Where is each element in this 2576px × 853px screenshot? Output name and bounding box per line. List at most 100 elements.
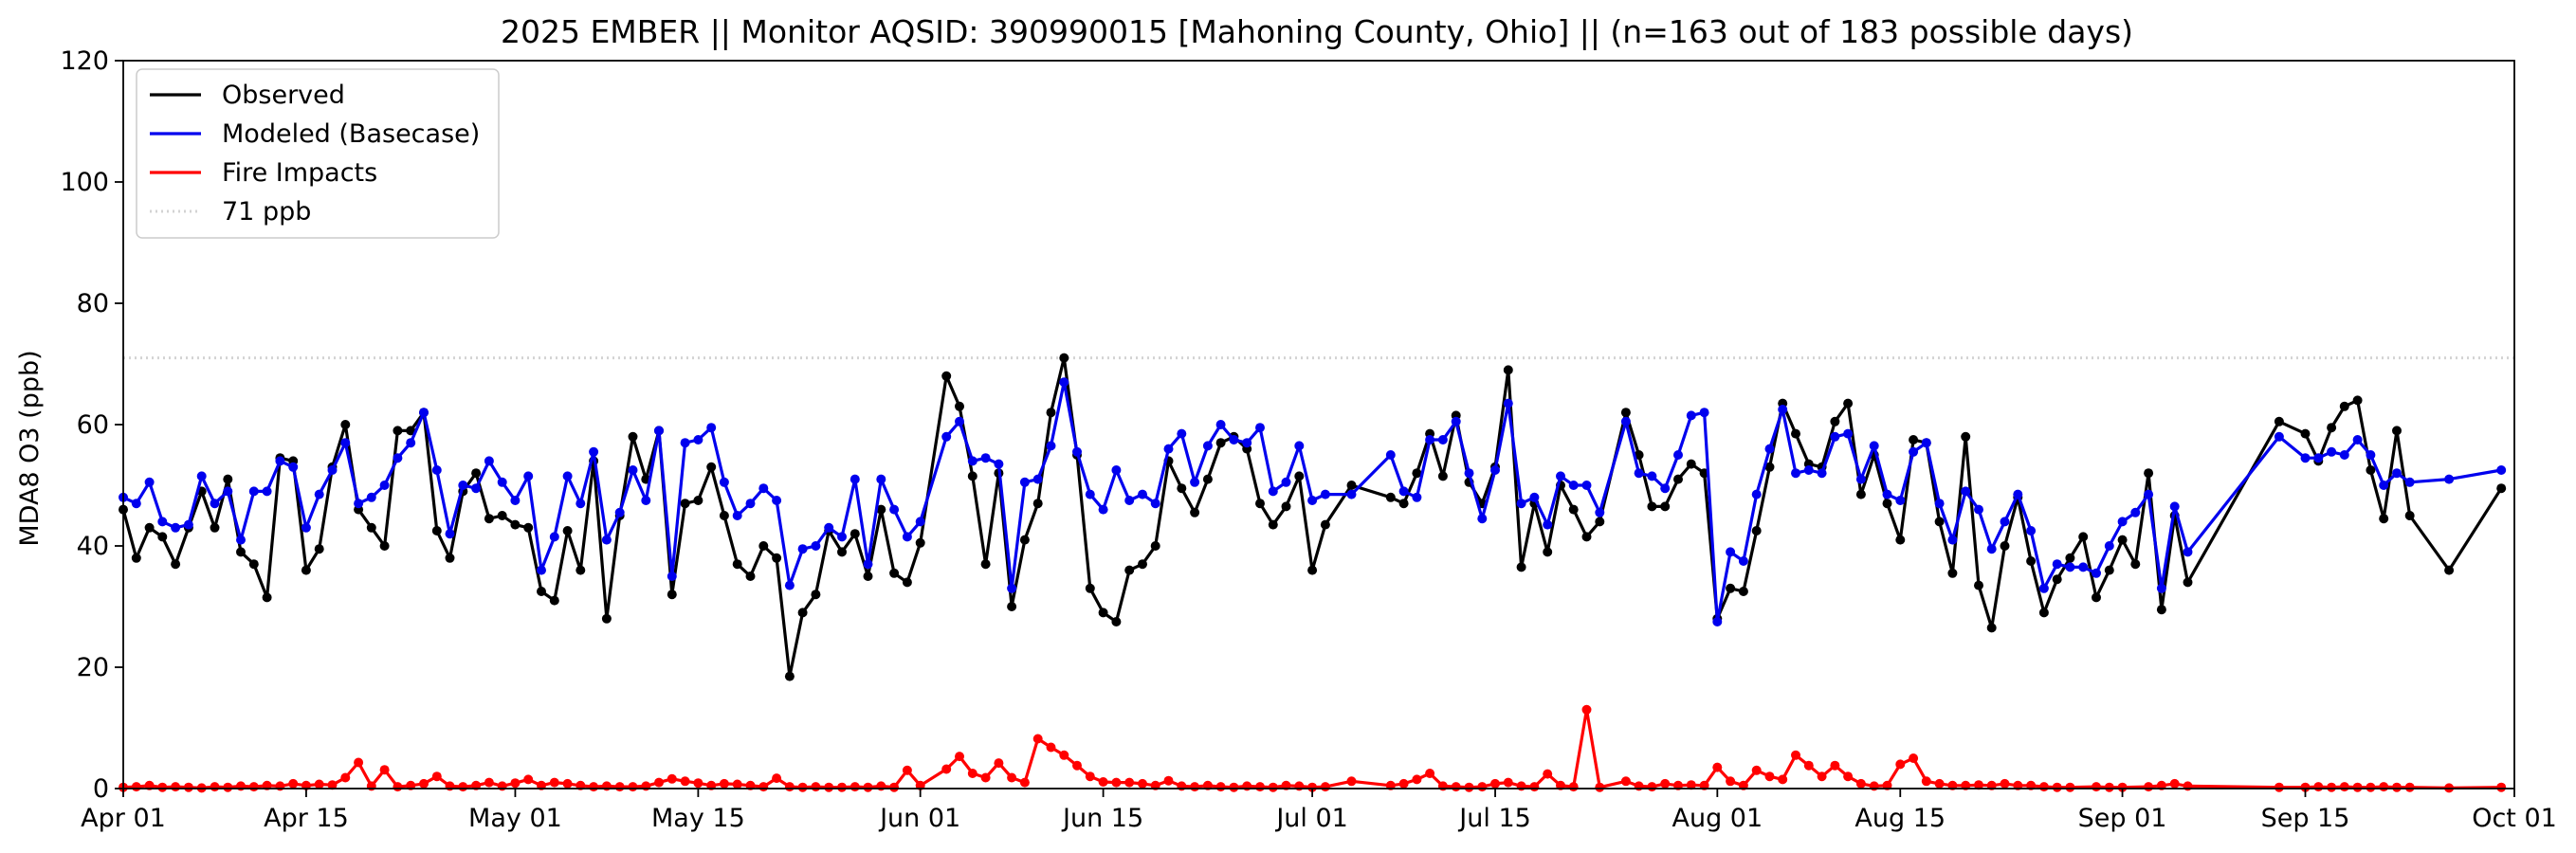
data-point-modeled-basecase (1111, 465, 1122, 475)
data-point-modeled-basecase (1647, 471, 1657, 481)
data-point-fire-impacts (614, 782, 625, 792)
data-point-modeled-basecase (2104, 541, 2114, 551)
data-point-observed (1398, 499, 1409, 509)
data-point-modeled-basecase (2000, 517, 2010, 527)
data-point-fire-impacts (1412, 774, 1422, 785)
x-tick-label: Aug 15 (1854, 804, 1946, 833)
data-point-observed (1190, 507, 1200, 517)
legend-frame (136, 68, 500, 239)
data-point-fire-impacts (1032, 734, 1043, 744)
data-point-modeled-basecase (693, 435, 703, 445)
data-point-modeled-basecase (889, 504, 900, 515)
data-point-fire-impacts (2327, 782, 2337, 792)
data-point-fire-impacts (1111, 777, 1122, 788)
data-point-fire-impacts (1921, 776, 1931, 787)
data-point-fire-impacts (2092, 782, 2101, 792)
data-point-modeled-basecase (1751, 489, 1762, 499)
data-point-fire-impacts (1764, 771, 1775, 782)
x-tick-label: Sep 15 (2261, 804, 2350, 833)
data-point-observed (1726, 583, 1736, 593)
data-point-modeled-basecase (1138, 489, 1147, 499)
data-point-observed (393, 426, 403, 436)
x-tick-label: Aug 01 (1672, 804, 1763, 833)
data-point-fire-impacts (1543, 769, 1553, 779)
data-point-fire-impacts (1855, 778, 1866, 789)
data-point-fire-impacts (2000, 778, 2010, 789)
data-point-modeled-basecase (1726, 547, 1736, 557)
data-point-observed (680, 499, 690, 509)
x-tick-label: May 15 (651, 804, 745, 833)
data-point-observed (1673, 474, 1683, 484)
data-point-observed (1124, 565, 1135, 575)
data-point-observed (1046, 408, 1056, 418)
data-point-observed (2156, 605, 2166, 615)
data-point-observed (772, 553, 782, 563)
x-tick-label: Jun 15 (1061, 804, 1143, 833)
data-point-observed (549, 595, 559, 606)
data-point-observed (1843, 398, 1854, 408)
data-point-observed (1019, 535, 1030, 545)
data-point-modeled-basecase (1620, 416, 1631, 426)
data-point-fire-impacts (523, 774, 534, 785)
data-point-observed (366, 522, 376, 533)
data-point-modeled-basecase (2052, 559, 2062, 570)
data-point-observed (1516, 562, 1526, 572)
data-point-modeled-basecase (1660, 483, 1671, 494)
x-tick-label: Sep 01 (2078, 804, 2167, 833)
data-point-fire-impacts (1163, 775, 1174, 786)
x-axis: Apr 01 Apr 15 May 01 May 15 Jun 01 Jun 15 Jul … (81, 789, 2557, 833)
data-point-observed (484, 514, 494, 524)
data-point-modeled-basecase (1568, 481, 1579, 490)
data-point-observed (967, 471, 977, 481)
data-point-fire-impacts (1490, 778, 1500, 789)
data-point-modeled-basecase (1229, 435, 1239, 445)
data-point-modeled-basecase (2092, 568, 2101, 578)
data-point-modeled-basecase (680, 438, 690, 448)
data-point-fire-impacts (1581, 704, 1592, 715)
data-point-modeled-basecase (1032, 474, 1043, 484)
data-point-observed (693, 496, 703, 505)
data-point-fire-impacts (758, 782, 769, 792)
data-point-observed (471, 468, 482, 479)
data-point-fire-impacts (171, 782, 181, 792)
data-point-modeled-basecase (210, 499, 220, 509)
data-point-observed (2379, 514, 2389, 524)
data-point-observed (1437, 471, 1448, 481)
data-point-modeled-basecase (419, 408, 429, 418)
data-point-observed (902, 577, 912, 588)
data-point-fire-impacts (1398, 778, 1409, 789)
data-point-fire-impacts (484, 777, 494, 788)
data-point-fire-impacts (889, 782, 900, 792)
data-point-fire-impacts (157, 782, 168, 792)
data-point-observed (1215, 438, 1226, 448)
data-point-modeled-basecase (994, 459, 1004, 469)
data-point-modeled-basecase (1412, 492, 1422, 502)
data-point-observed (1281, 501, 1291, 512)
data-point-fire-impacts (667, 773, 677, 784)
data-point-observed (2444, 565, 2455, 575)
data-point-modeled-basecase (1791, 468, 1800, 479)
data-point-observed (1007, 602, 1017, 611)
data-point-modeled-basecase (1764, 444, 1775, 454)
data-point-observed (1738, 587, 1748, 596)
data-point-fire-impacts (1568, 782, 1579, 792)
data-point-fire-impacts (654, 777, 664, 788)
data-point-observed (2144, 468, 2154, 479)
data-point-fire-impacts (824, 782, 834, 792)
data-point-observed (1855, 489, 1866, 499)
data-point-modeled-basecase (1242, 438, 1252, 448)
data-point-fire-impacts (994, 758, 1004, 769)
data-point-fire-impacts (1190, 782, 1200, 792)
data-point-fire-impacts (902, 765, 912, 775)
data-point-observed (941, 371, 952, 381)
data-point-fire-impacts (1425, 769, 1435, 778)
data-point-fire-impacts (1255, 782, 1265, 792)
data-point-observed (2104, 565, 2114, 575)
data-point-modeled-basecase (562, 471, 573, 481)
data-point-fire-impacts (1307, 782, 1318, 792)
data-point-observed (301, 565, 311, 575)
data-point-modeled-basecase (1738, 556, 1748, 566)
data-point-modeled-basecase (1490, 465, 1500, 475)
data-point-modeled-basecase (811, 541, 821, 551)
data-point-observed (1098, 608, 1108, 618)
